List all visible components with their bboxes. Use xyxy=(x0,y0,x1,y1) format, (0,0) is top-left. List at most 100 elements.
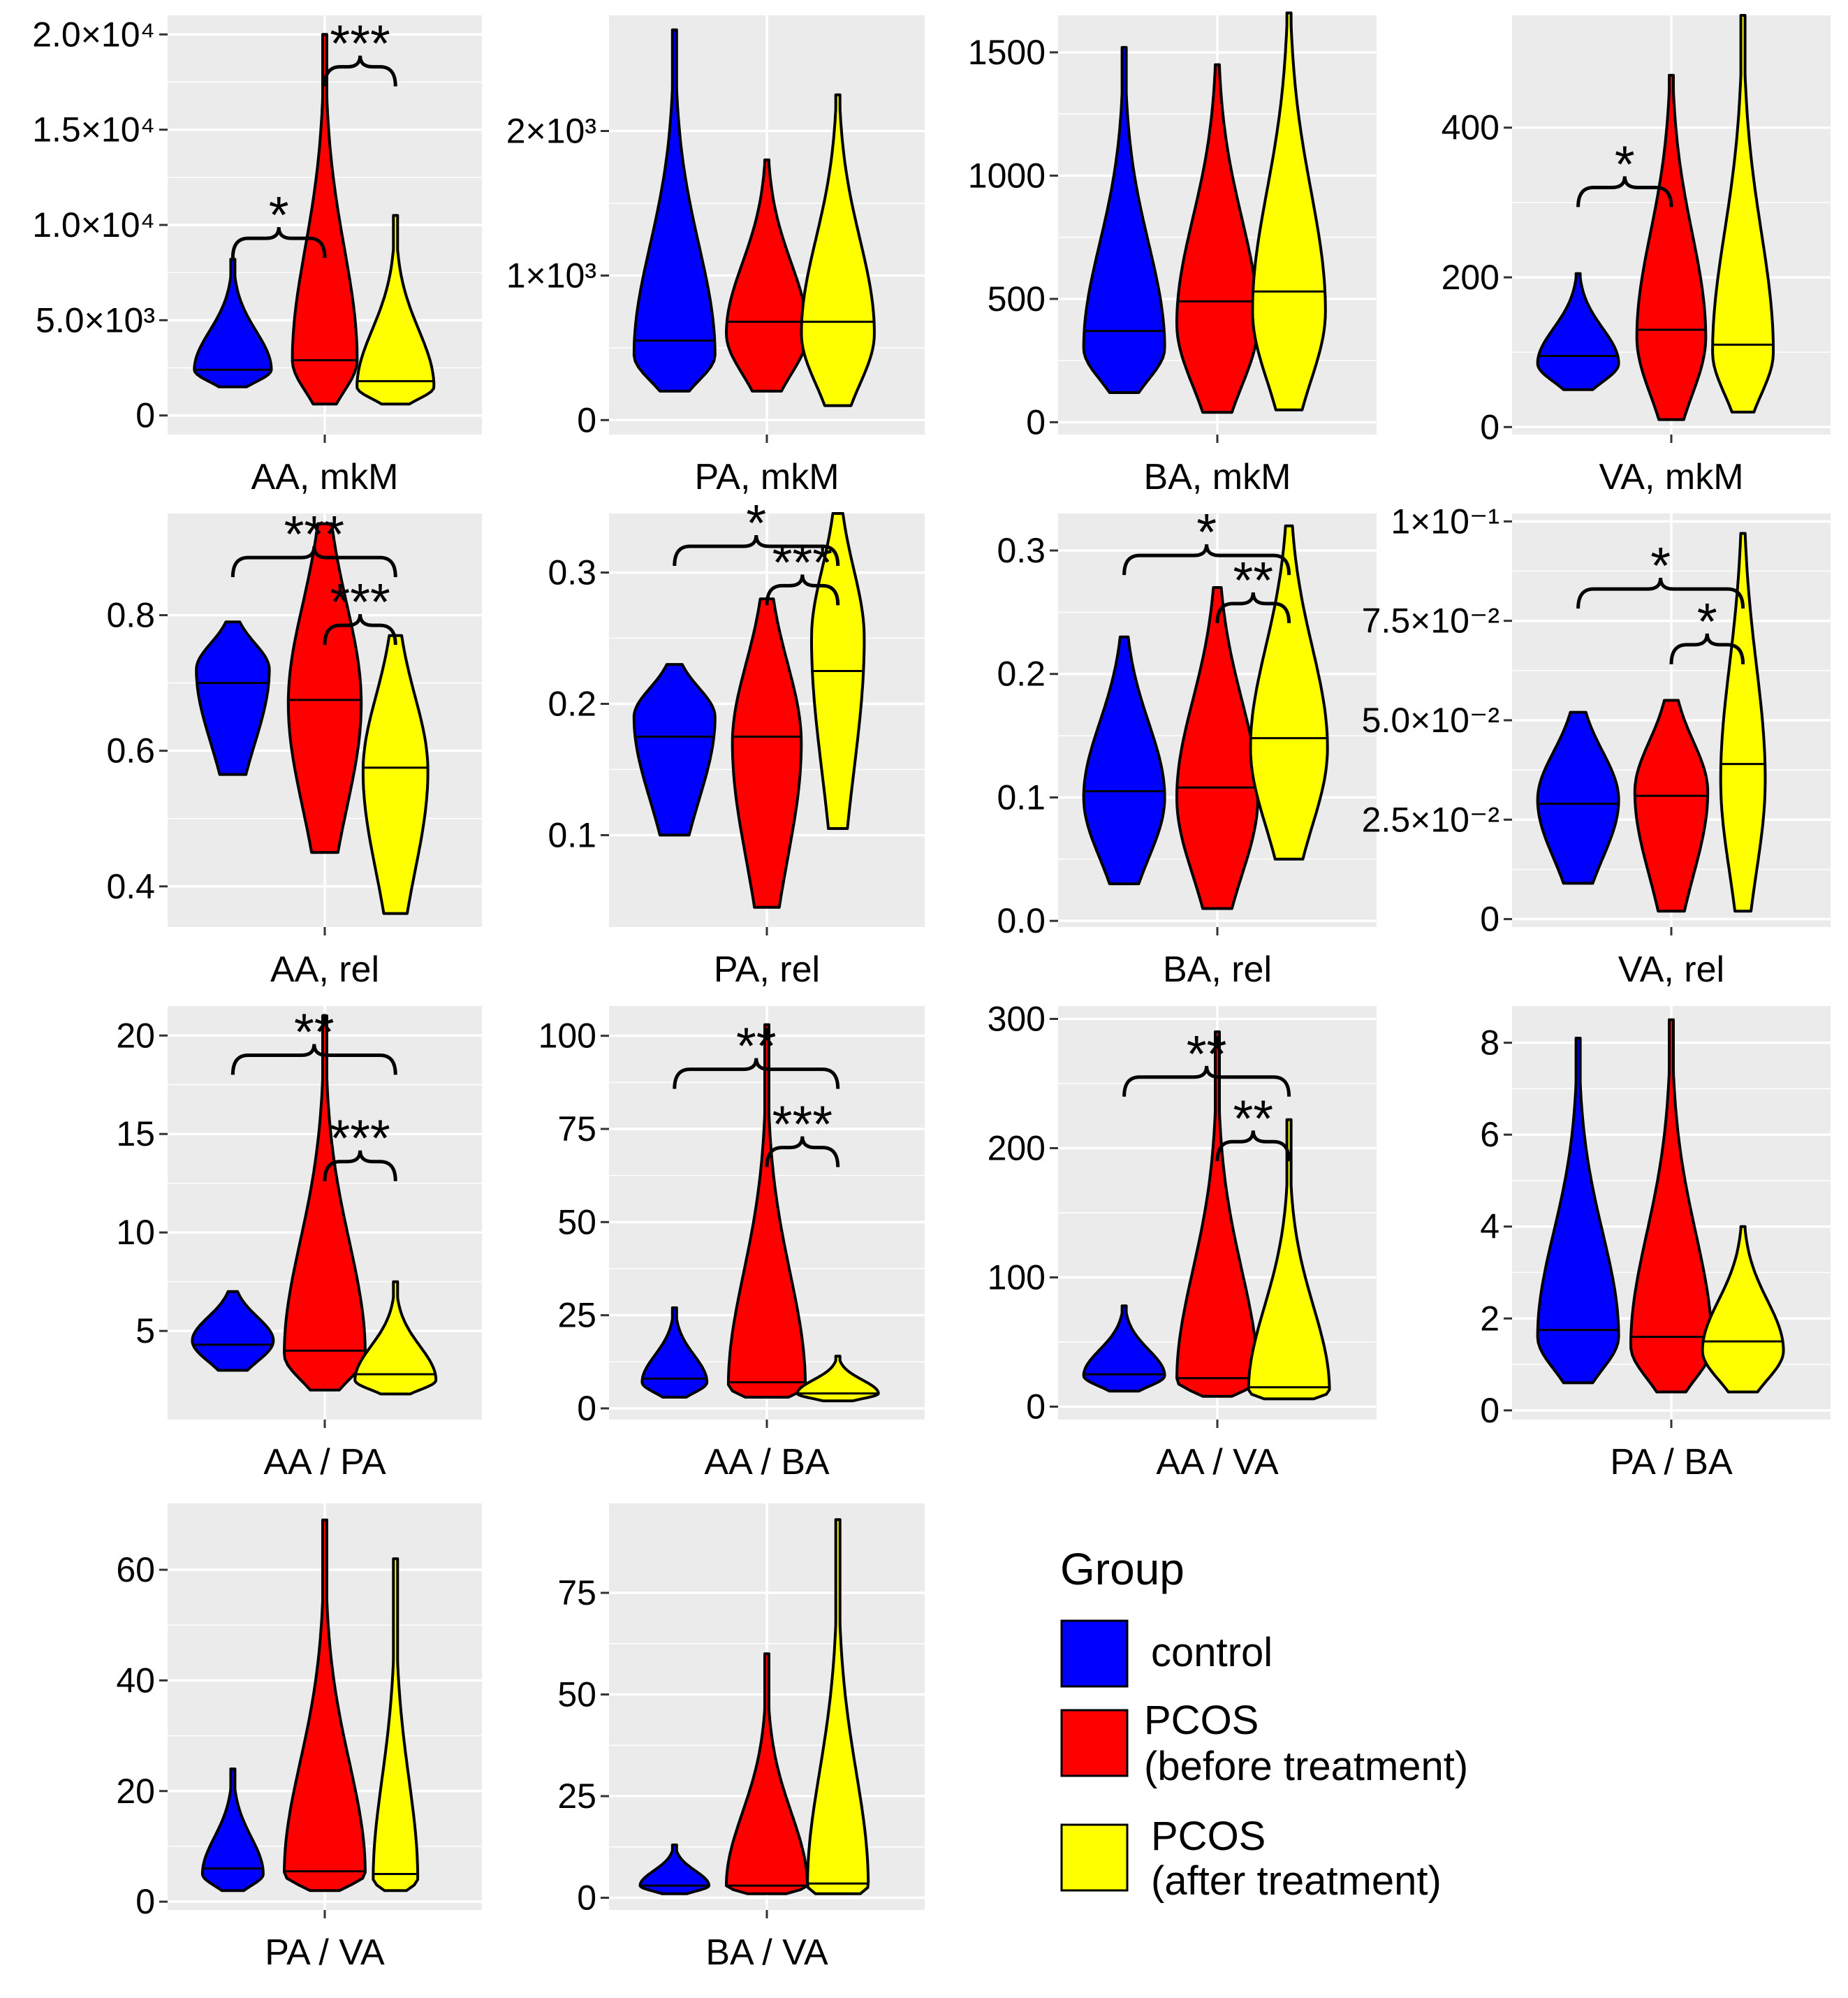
significance-brace xyxy=(1122,544,1291,576)
violin-pcos-after xyxy=(1701,1225,1785,1394)
y-tick-label: 0 xyxy=(1480,1391,1499,1430)
y-tick-label: 0 xyxy=(577,1389,596,1428)
significance-label: ** xyxy=(1233,551,1273,609)
panel-3: 0 500 1000 1500 BA, mkM xyxy=(968,11,1377,497)
significance-label: *** xyxy=(284,505,344,563)
x-axis-title: BA, mkM xyxy=(1144,457,1291,497)
y-tick-label: 100 xyxy=(538,1016,596,1056)
panel-2: 0 1×10³ 2×10³ PA, mkM xyxy=(506,15,925,497)
y-tick-label: 0.4 xyxy=(106,867,155,906)
y-tick-label: 15 xyxy=(116,1114,155,1153)
violin-control xyxy=(632,28,717,393)
panel-13: 0 20 40 60 PA / VA xyxy=(116,1503,482,1973)
violin-control xyxy=(1536,272,1620,391)
y-tick-label: 0.3 xyxy=(548,553,596,592)
violin-control xyxy=(640,1306,709,1399)
y-tick-label: 25 xyxy=(557,1296,596,1335)
violin-pcos-after xyxy=(361,634,430,915)
violin-control xyxy=(200,1767,265,1893)
violin-pcos-before xyxy=(291,33,359,406)
legend-swatch-control xyxy=(1060,1619,1129,1688)
significance-label: * xyxy=(1697,592,1717,650)
x-axis-title: PA / VA xyxy=(265,1932,385,1973)
panel-4: 0 200 400 * VA, mkM xyxy=(1442,14,1831,497)
significance-label: *** xyxy=(772,533,833,591)
y-tick-label: 300 xyxy=(988,1000,1046,1039)
violin-pcos-after xyxy=(800,93,876,407)
violin-control xyxy=(1082,635,1166,886)
x-axis-title: PA, mkM xyxy=(694,457,839,497)
panel-7: 0.00.10.20.3 ***BA, rel xyxy=(997,503,1377,990)
y-tick-label: 5 xyxy=(135,1311,155,1350)
significance-label: * xyxy=(746,494,766,552)
y-tick-label: 0.1 xyxy=(997,778,1046,817)
y-tick-label: 0 xyxy=(1026,402,1046,442)
y-tick-label: 50 xyxy=(557,1675,596,1714)
x-axis-title: PA, rel xyxy=(714,949,820,990)
panel-5: 0.4 0.6 0.8 *** *** AA, rel xyxy=(106,505,482,990)
panel-14: 0 25 50 75 BA / VA xyxy=(557,1503,925,1973)
panel-12: 0 2 4 6 8 PA / BA xyxy=(1480,1006,1831,1482)
significance-label: ** xyxy=(736,1017,777,1075)
legend-title: Group xyxy=(1060,1544,1185,1594)
significance-label: *** xyxy=(330,573,390,631)
significance-brace xyxy=(673,1058,840,1089)
y-tick-label: 0 xyxy=(1480,407,1499,446)
violin-pcos-after xyxy=(795,1355,880,1403)
x-axis-title: AA / PA xyxy=(263,1442,386,1482)
significance-brace xyxy=(230,546,397,578)
y-tick-label: 0 xyxy=(1026,1387,1046,1427)
x-axis-title: AA / VA xyxy=(1156,1442,1279,1482)
y-tick-label: 75 xyxy=(557,1573,596,1612)
y-tick-label: 0.0 xyxy=(997,901,1046,940)
y-tick-label: 75 xyxy=(557,1109,596,1149)
y-tick-label: 100 xyxy=(988,1258,1046,1297)
violin-control xyxy=(195,620,271,776)
x-axis-title: AA, rel xyxy=(270,949,379,990)
violin-pcos-before xyxy=(731,597,803,909)
y-tick-label: 5.0×10³ xyxy=(36,300,155,340)
y-tick-label: 0 xyxy=(577,400,596,439)
significance-label: * xyxy=(1615,135,1635,193)
y-tick-label: 1.0×10⁴ xyxy=(32,205,155,245)
violin-control xyxy=(1536,1037,1620,1385)
y-tick-label: 0.2 xyxy=(548,685,596,724)
legend-label-pcos-after-line1: PCOS xyxy=(1151,1814,1266,1859)
y-tick-label: 2.0×10⁴ xyxy=(32,15,155,54)
significance-brace xyxy=(230,226,327,258)
significance-label: *** xyxy=(330,15,390,73)
significance-label: ** xyxy=(294,1002,335,1060)
y-tick-label: 0.6 xyxy=(106,731,155,771)
y-tick-label: 2.5×10⁻² xyxy=(1362,800,1499,839)
violin-pcos-before xyxy=(1175,1030,1259,1398)
panel-6: 0.1 0.2 0.3 **** PA, rel xyxy=(548,494,925,990)
legend-label-control: control xyxy=(1151,1630,1273,1675)
y-tick-label: 4 xyxy=(1480,1207,1499,1246)
x-axis-title: BA / VA xyxy=(705,1932,828,1973)
y-tick-label: 60 xyxy=(116,1550,155,1589)
violin-pcos-after xyxy=(353,1280,438,1396)
y-tick-label: 20 xyxy=(116,1772,155,1811)
significance-label: *** xyxy=(330,1109,390,1167)
violin-pcos-after xyxy=(806,1518,870,1895)
y-tick-label: 0 xyxy=(135,1882,155,1921)
x-axis-title: AA / BA xyxy=(704,1442,830,1482)
y-tick-label: 1.5×10⁴ xyxy=(32,110,155,150)
violin-pcos-after xyxy=(1711,14,1775,414)
violin-pcos-after xyxy=(355,214,436,406)
y-tick-label: 2×10³ xyxy=(506,112,596,151)
significance-label: *** xyxy=(772,1095,833,1153)
significance-brace xyxy=(1576,577,1745,609)
panel-11: 0 100 200 300 **** AA / VA xyxy=(988,1000,1377,1482)
significance-brace xyxy=(230,1044,397,1075)
y-tick-label: 5.0×10⁻² xyxy=(1362,701,1499,740)
violin-control xyxy=(638,1843,711,1895)
y-tick-label: 1000 xyxy=(968,156,1046,195)
y-tick-label: 200 xyxy=(988,1129,1046,1168)
significance-brace xyxy=(1215,592,1291,624)
x-axis-title: VA, rel xyxy=(1618,949,1724,990)
violin-pcos-before xyxy=(283,1014,367,1392)
violin-control xyxy=(193,258,273,388)
